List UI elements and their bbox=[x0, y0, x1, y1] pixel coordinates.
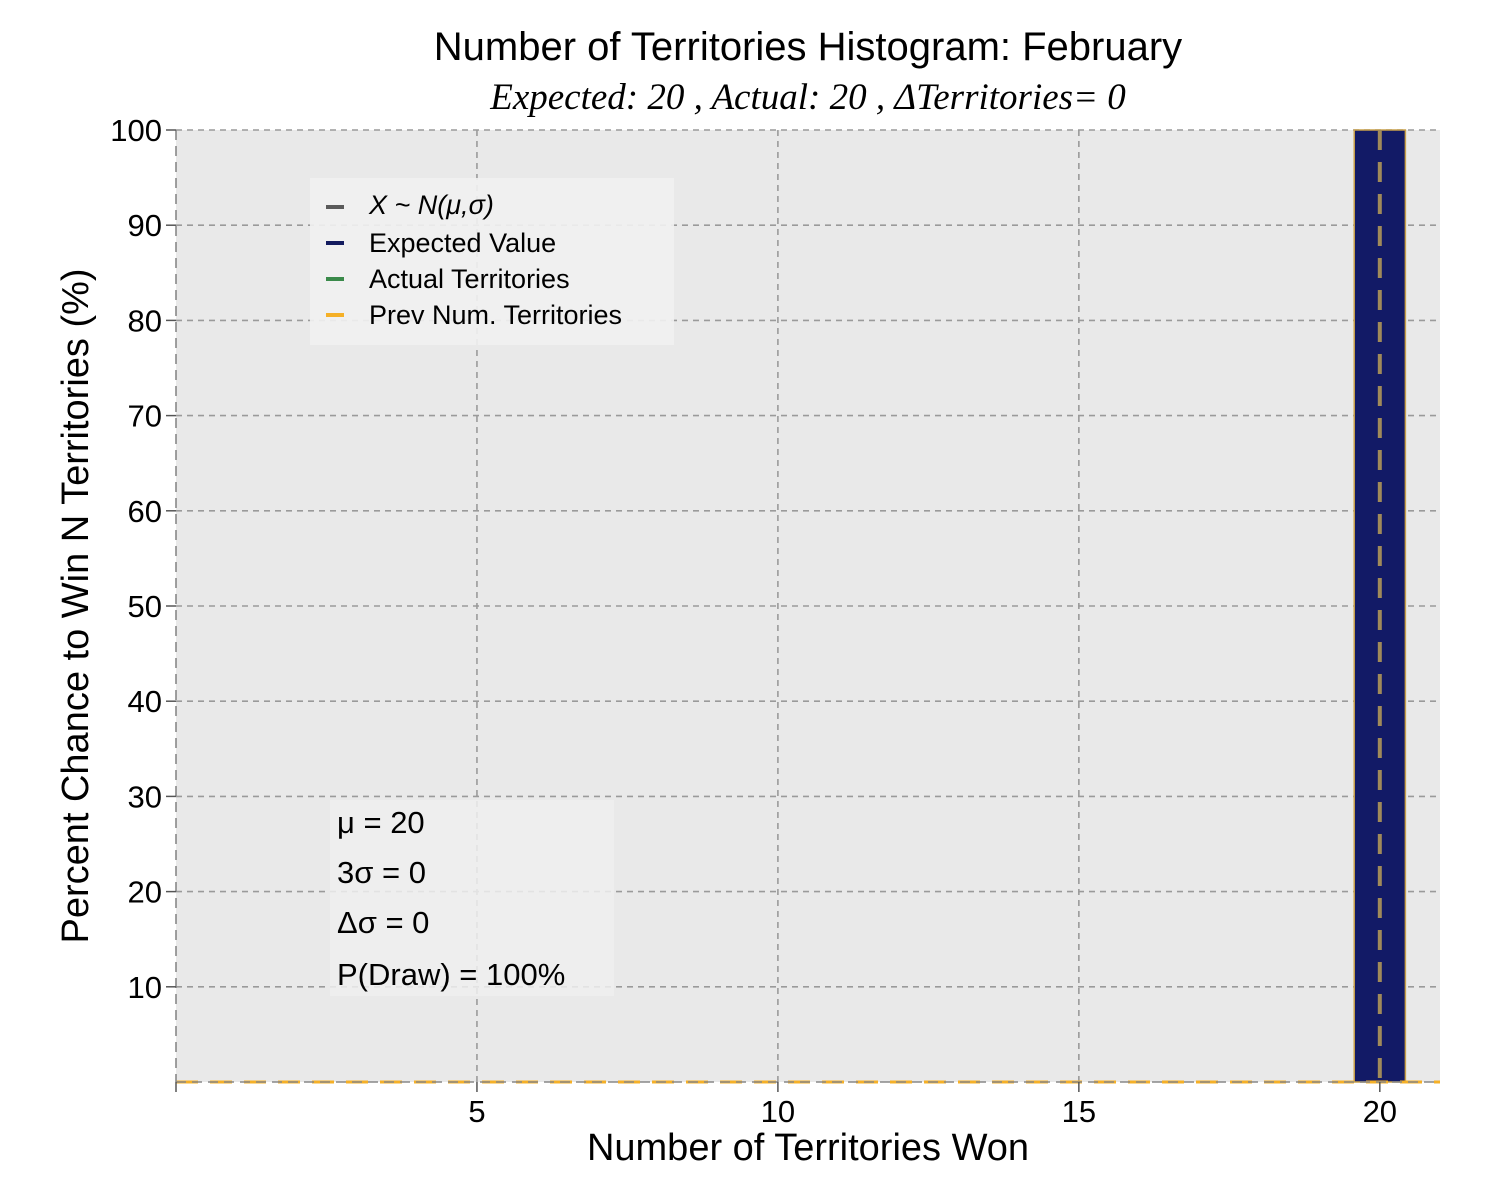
stats-mu: μ = 20 bbox=[337, 805, 425, 840]
stats-three-sigma: 3σ = 0 bbox=[337, 855, 426, 890]
y-tick-label-90: 90 bbox=[128, 208, 162, 243]
y-tick-label-80: 80 bbox=[128, 303, 162, 338]
x-tick-label-20: 20 bbox=[1363, 1094, 1397, 1129]
y-tick-label-30: 30 bbox=[128, 779, 162, 814]
axes bbox=[166, 129, 1440, 1092]
legend-item-prev: Prev Num. Territories bbox=[326, 300, 622, 330]
legend-item-normal: X ~ N(μ,σ) bbox=[326, 190, 494, 220]
y-tick-label-50: 50 bbox=[128, 589, 162, 624]
legend-label-expected: Expected Value bbox=[369, 228, 556, 258]
legend-item-actual: Actual Territories bbox=[326, 264, 570, 294]
stats-p-draw: P(Draw) = 100% bbox=[337, 957, 565, 992]
y-tick-labels: 10 20 30 40 50 60 70 80 90 100 bbox=[110, 113, 162, 1005]
legend-box bbox=[310, 178, 674, 345]
legend-item-expected: Expected Value bbox=[326, 228, 556, 258]
y-axis-label: Percent Chance to Win N Territories (%) bbox=[55, 268, 97, 943]
x-tick-label-15: 15 bbox=[1062, 1094, 1096, 1129]
y-tick-label-100: 100 bbox=[110, 113, 162, 148]
x-tick-label-10: 10 bbox=[761, 1094, 795, 1129]
chart-subtitle: Expected: 20 , Actual: 20 , ΔTerritories… bbox=[489, 77, 1126, 118]
stats-delta-sigma: Δσ = 0 bbox=[337, 905, 429, 940]
y-tick-label-20: 20 bbox=[128, 875, 162, 910]
x-axis-label: Number of Territories Won bbox=[587, 1127, 1029, 1169]
y-tick-label-60: 60 bbox=[128, 494, 162, 529]
x-tick-label-5: 5 bbox=[468, 1094, 485, 1129]
legend-label-normal: X ~ N(μ,σ) bbox=[368, 190, 494, 220]
chart-title: Number of Territories Histogram: Februar… bbox=[434, 25, 1182, 69]
stats-box-bg bbox=[330, 800, 614, 996]
legend-label-prev: Prev Num. Territories bbox=[369, 300, 622, 330]
x-tick-labels: 5 10 15 20 bbox=[468, 1094, 1397, 1129]
legend: X ~ N(μ,σ) Expected Value Actual Territo… bbox=[310, 178, 674, 345]
y-tick-label-10: 10 bbox=[128, 970, 162, 1005]
legend-label-actual: Actual Territories bbox=[369, 264, 570, 294]
stats-box: μ = 20 3σ = 0 Δσ = 0 P(Draw) = 100% bbox=[330, 800, 614, 996]
y-tick-label-40: 40 bbox=[128, 684, 162, 719]
y-tick-label-70: 70 bbox=[128, 399, 162, 434]
